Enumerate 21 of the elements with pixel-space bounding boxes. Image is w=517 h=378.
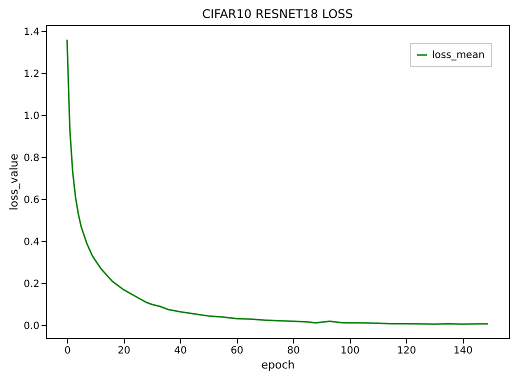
y-tick-label: 1.2: [24, 68, 40, 80]
y-tick-label: 0.6: [24, 194, 40, 206]
line-series: [66, 38, 489, 325]
y-tick-label: 1.4: [24, 26, 40, 38]
y-tick-label: 0.2: [24, 278, 40, 290]
y-tick-label: 0.0: [24, 320, 40, 332]
x-tick-label: 60: [230, 346, 244, 356]
x-tick-label: 120: [396, 346, 416, 356]
x-tick-label: 40: [174, 346, 187, 356]
x-tick-label: 140: [453, 346, 473, 356]
y-axis-title: loss_value: [8, 153, 21, 210]
chart-title: CIFAR10 RESNET18 LOSS: [202, 7, 353, 21]
x-tick-label: 100: [340, 346, 360, 356]
x-tick-label: 80: [287, 346, 300, 356]
y-tick-label: 0.8: [24, 152, 40, 164]
y-tick-label: 0.4: [24, 236, 40, 248]
x-axis-title: epoch: [261, 358, 295, 372]
x-tick-label: 20: [118, 346, 130, 356]
x-tick-label: 0: [64, 346, 71, 356]
y-tick-label: 1.0: [24, 110, 40, 122]
legend-label: loss_mean: [432, 50, 485, 61]
